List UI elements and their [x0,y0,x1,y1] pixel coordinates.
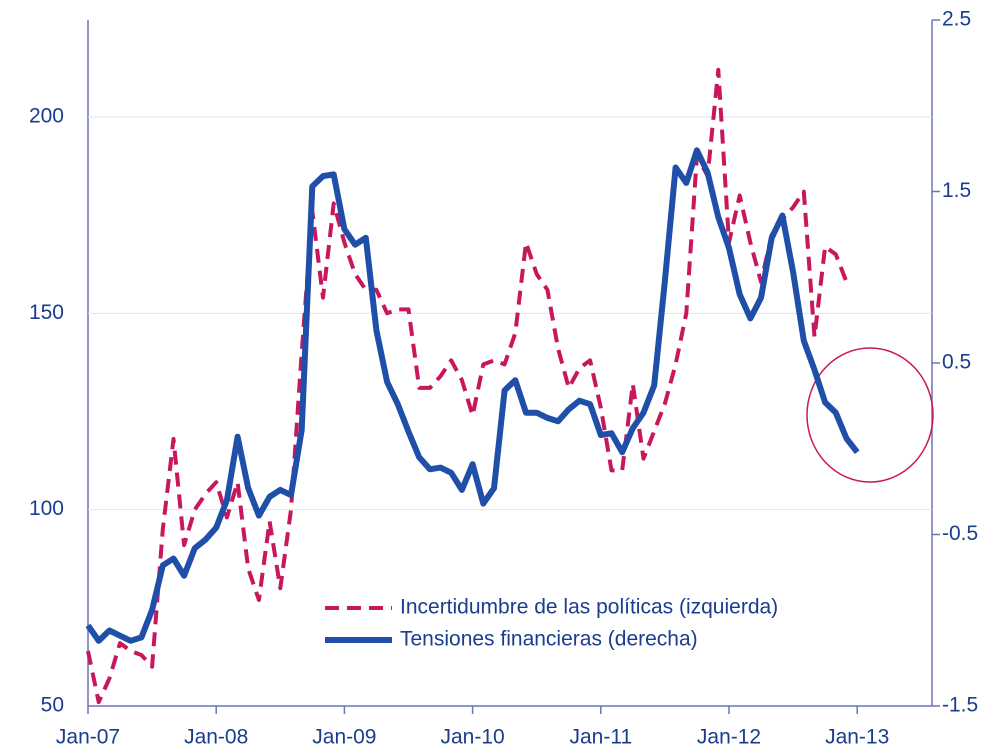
y-tick-label: 50 [41,694,64,717]
y-tick-label: 100 [29,497,64,520]
x-tick-label: Jan-13 [825,726,889,749]
legend-label: Incertidumbre de las políticas (izquierd… [400,596,778,619]
y-tick-label: 200 [29,105,64,128]
highlight-ellipse [806,347,934,483]
y2-tick-label: 2.5 [942,8,971,31]
y2-tick-label: 1.5 [942,179,971,202]
x-tick-label: Jan-10 [440,726,504,749]
legend-label: Tensiones financieras (derecha) [400,628,698,651]
y2-tick-label: 0.5 [942,351,971,374]
x-tick-label: Jan-07 [56,726,120,749]
x-tick-label: Jan-12 [697,726,761,749]
series-line [86,67,849,705]
x-tick-label: Jan-08 [184,726,248,749]
y2-tick-label: -0.5 [942,522,978,545]
y-tick-label: 150 [29,301,64,324]
series-line [85,147,860,644]
x-tick-label: Jan-11 [569,726,632,749]
y2-tick-label: -1.5 [942,694,978,717]
x-tick-label: Jan-09 [312,726,376,749]
